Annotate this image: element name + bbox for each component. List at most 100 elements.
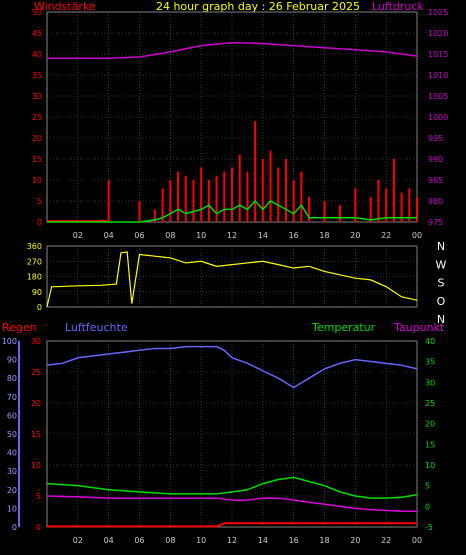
pressure-y-tick-label: 985 <box>428 176 443 185</box>
wind-y-tick-label: 30 <box>32 92 42 101</box>
wind-y-tick-label: 10 <box>32 176 42 185</box>
data-layer <box>46 41 418 528</box>
rain-y-tick-label: 0 <box>36 523 41 532</box>
pressure-axis-title: Luftdruck <box>372 0 424 13</box>
wind-y-tick-label: 40 <box>32 50 42 59</box>
pressure-y-tick-label: 1005 <box>428 92 448 101</box>
wind-axis-title: Windstärke <box>34 0 96 13</box>
humidity-y-tick-label: 60 <box>7 411 17 420</box>
climate-x-tick-label: 08 <box>165 536 175 545</box>
wind-y-tick-label: 15 <box>32 155 42 164</box>
pressure-y-tick-label: 980 <box>428 197 443 206</box>
wind-direction-line <box>46 251 418 308</box>
direction-y-tick-label: 270 <box>27 257 42 266</box>
compass-label: O <box>437 295 446 308</box>
wind-y-tick-label: 0 <box>37 218 42 227</box>
humidity-y-tick-label: 0 <box>12 523 17 532</box>
dewpoint-axis-title: Taupunkt <box>393 321 445 334</box>
humidity-y-tick-label: 20 <box>7 486 17 495</box>
temperature-y-tick-label: 40 <box>425 337 435 346</box>
humidity-y-tick-label: 30 <box>7 467 17 476</box>
rain-y-tick-label: 5 <box>36 492 41 501</box>
rain-y-tick-label: 20 <box>31 399 41 408</box>
compass-label: S <box>438 277 445 290</box>
temperature-y-tick-label: 15 <box>425 440 435 449</box>
pressure-y-tick-label: 1015 <box>428 50 448 59</box>
wind-x-tick-label: 06 <box>134 231 144 240</box>
dewpoint-line <box>46 495 417 513</box>
wind-x-tick-label: 10 <box>196 231 206 240</box>
humidity-y-tick-label: 70 <box>7 393 17 402</box>
humidity-y-tick-label: 50 <box>7 430 17 439</box>
humidity-y-tick-label: 100 <box>2 337 17 346</box>
pressure-y-tick-label: 1025 <box>428 8 448 17</box>
wind-y-tick-label: 20 <box>32 134 42 143</box>
temperature-line <box>46 476 418 499</box>
rain-y-tick-label: 30 <box>31 337 41 346</box>
pressure-y-tick-label: 995 <box>428 134 443 143</box>
climate-x-tick-label: 16 <box>289 536 299 545</box>
wind-x-tick-label: 14 <box>258 231 268 240</box>
pressure-y-tick-label: 975 <box>428 218 443 227</box>
climate-x-tick-label: 10 <box>196 536 206 545</box>
temperature-axis-title: Temperatur <box>311 321 376 334</box>
pressure-y-tick-label: 990 <box>428 155 443 164</box>
wind-y-tick-label: 5 <box>37 197 42 206</box>
temperature-y-tick-label: 25 <box>425 399 435 408</box>
direction-y-tick-label: 90 <box>32 288 42 297</box>
wind-average-line <box>47 199 417 223</box>
rain-y-tick-label: 15 <box>31 430 41 439</box>
humidity-y-tick-label: 90 <box>7 356 17 365</box>
rain-y-tick-label: 25 <box>31 368 41 377</box>
climate-x-tick-label: 20 <box>350 536 360 545</box>
climate-x-tick-label: 22 <box>381 536 391 545</box>
climate-x-tick-label: 12 <box>227 536 237 545</box>
temperature-y-tick-label: 30 <box>425 378 435 387</box>
pressure-y-tick-label: 1020 <box>428 29 448 38</box>
rain-axis-title: Regen <box>2 321 37 334</box>
rain-y-tick-label: 10 <box>31 461 41 470</box>
wind-y-tick-label: 45 <box>32 29 42 38</box>
climate-x-tick-label: 06 <box>134 536 144 545</box>
chart-title: 24 hour graph day : 26 Februar 2025 <box>156 0 360 13</box>
climate-x-tick-label: 04 <box>104 536 114 545</box>
temperature-y-tick-label: 10 <box>425 461 435 470</box>
climate-x-tick-label: 14 <box>258 536 268 545</box>
wind-x-tick-label: 02 <box>73 231 83 240</box>
temperature-y-tick-label: 0 <box>425 502 430 511</box>
climate-x-tick-label: 00 <box>412 536 422 545</box>
wind-y-tick-label: 35 <box>32 71 42 80</box>
humidity-y-tick-label: 80 <box>7 374 17 383</box>
humidity-line <box>46 345 418 389</box>
temperature-y-tick-label: 5 <box>425 482 430 491</box>
wind-x-tick-label: 00 <box>412 231 422 240</box>
direction-y-tick-label: 360 <box>27 242 42 251</box>
wind-x-tick-label: 08 <box>165 231 175 240</box>
pressure-y-tick-label: 1010 <box>428 71 448 80</box>
wind-x-tick-label: 18 <box>319 231 329 240</box>
wind-y-tick-label: 50 <box>32 8 42 17</box>
wind-x-tick-label: 04 <box>104 231 114 240</box>
humidity-y-tick-label: 40 <box>7 449 17 458</box>
humidity-axis-title: Luftfeuchte <box>65 321 128 334</box>
direction-y-tick-label: 0 <box>37 303 42 312</box>
wind-x-tick-label: 12 <box>227 231 237 240</box>
temperature-y-tick-label: 20 <box>425 420 435 429</box>
wind-x-tick-label: 22 <box>381 231 391 240</box>
pressure-line <box>47 41 418 59</box>
climate-x-tick-label: 02 <box>73 536 83 545</box>
compass-label: N <box>437 313 445 326</box>
compass-label: W <box>436 258 447 271</box>
climate-x-tick-label: 18 <box>319 536 329 545</box>
rain-line <box>47 522 417 528</box>
temperature-y-tick-label: 35 <box>425 358 435 367</box>
wind-y-tick-label: 25 <box>32 113 42 122</box>
tick-labels-layer: 0510152025303540455097598098599099510001… <box>2 8 449 545</box>
temperature-y-tick-label: -5 <box>425 523 433 532</box>
wind-x-tick-label: 20 <box>350 231 360 240</box>
humidity-y-tick-label: 10 <box>7 504 17 513</box>
direction-y-tick-label: 180 <box>27 273 42 282</box>
grid-layer <box>18 11 418 528</box>
wind-x-tick-label: 16 <box>289 231 299 240</box>
